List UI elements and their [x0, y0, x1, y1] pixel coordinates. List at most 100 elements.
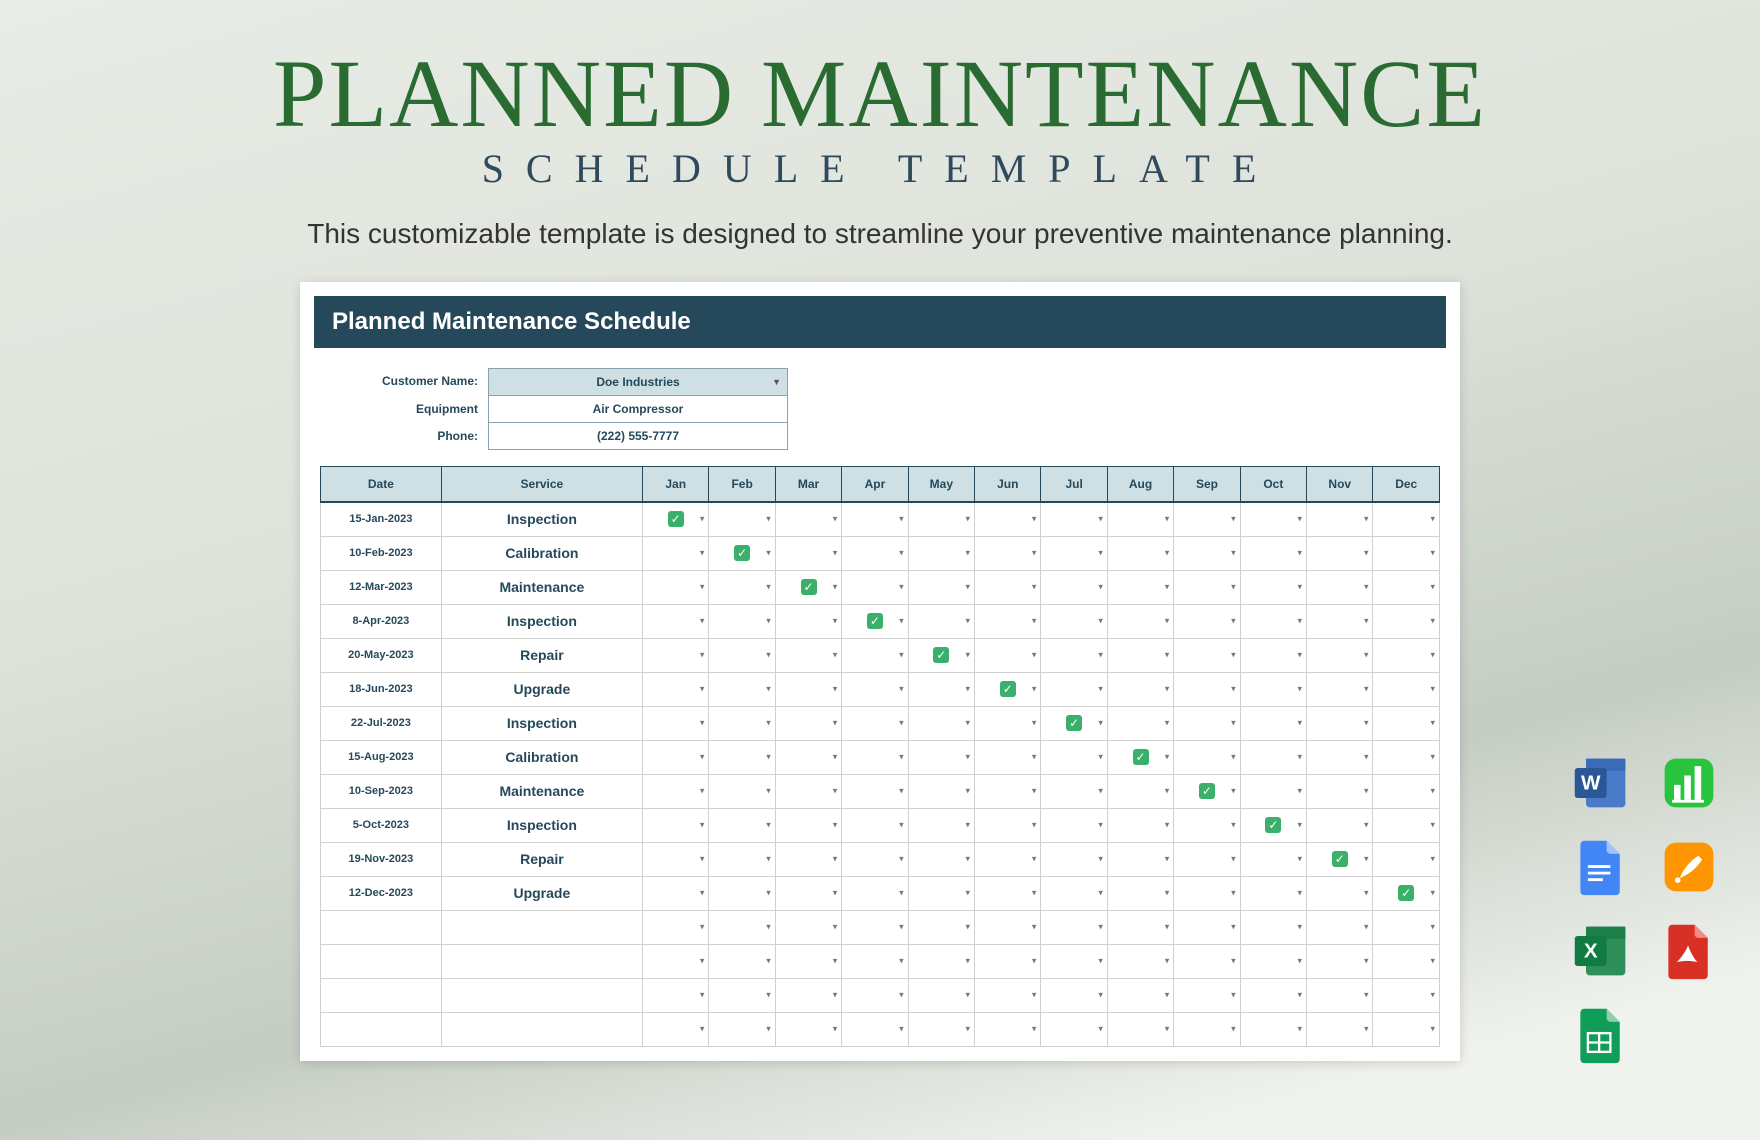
month-cell[interactable]: ▾: [1107, 944, 1173, 978]
month-cell[interactable]: ▾: [975, 774, 1041, 808]
month-cell[interactable]: ▾: [1240, 842, 1306, 876]
month-cell[interactable]: ▾: [1240, 604, 1306, 638]
month-cell[interactable]: ✓▾: [1174, 774, 1240, 808]
month-cell[interactable]: ✓▾: [1373, 876, 1440, 910]
month-cell[interactable]: ▾: [1307, 1012, 1373, 1046]
month-cell[interactable]: ▾: [1041, 842, 1107, 876]
month-cell[interactable]: ▾: [1174, 706, 1240, 740]
month-cell[interactable]: ▾: [775, 1012, 841, 1046]
month-cell[interactable]: ▾: [709, 502, 775, 536]
month-cell[interactable]: ▾: [1174, 910, 1240, 944]
month-cell[interactable]: ▾: [842, 502, 908, 536]
month-cell[interactable]: ▾: [643, 604, 709, 638]
month-cell[interactable]: ▾: [975, 978, 1041, 1012]
month-cell[interactable]: ▾: [1174, 604, 1240, 638]
month-cell[interactable]: ▾: [1174, 570, 1240, 604]
month-cell[interactable]: ▾: [775, 978, 841, 1012]
month-cell[interactable]: ▾: [1373, 604, 1440, 638]
month-cell[interactable]: ▾: [1373, 842, 1440, 876]
month-cell[interactable]: ✓▾: [643, 502, 709, 536]
month-cell[interactable]: ▾: [975, 876, 1041, 910]
month-cell[interactable]: ▾: [842, 570, 908, 604]
month-cell[interactable]: ▾: [908, 808, 974, 842]
month-cell[interactable]: ▾: [1373, 910, 1440, 944]
month-cell[interactable]: ▾: [775, 740, 841, 774]
month-cell[interactable]: ▾: [975, 910, 1041, 944]
month-cell[interactable]: ▾: [1041, 570, 1107, 604]
month-cell[interactable]: ▾: [1174, 978, 1240, 1012]
month-cell[interactable]: ▾: [1373, 570, 1440, 604]
month-cell[interactable]: ▾: [1307, 570, 1373, 604]
month-cell[interactable]: ▾: [1240, 536, 1306, 570]
month-cell[interactable]: ▾: [908, 740, 974, 774]
month-cell[interactable]: ▾: [975, 1012, 1041, 1046]
month-cell[interactable]: ▾: [643, 876, 709, 910]
month-cell[interactable]: ▾: [709, 740, 775, 774]
month-cell[interactable]: ▾: [775, 706, 841, 740]
month-cell[interactable]: ▾: [1373, 740, 1440, 774]
month-cell[interactable]: ▾: [709, 944, 775, 978]
gsheets-icon[interactable]: [1568, 1002, 1634, 1068]
month-cell[interactable]: ▾: [643, 1012, 709, 1046]
month-cell[interactable]: ✓▾: [908, 638, 974, 672]
phone-field[interactable]: (222) 555-7777: [488, 423, 788, 450]
month-cell[interactable]: ▾: [975, 604, 1041, 638]
month-cell[interactable]: ▾: [1107, 536, 1173, 570]
month-cell[interactable]: ▾: [842, 536, 908, 570]
month-cell[interactable]: ▾: [709, 774, 775, 808]
gdocs-icon[interactable]: [1568, 834, 1634, 900]
month-cell[interactable]: ▾: [709, 842, 775, 876]
month-cell[interactable]: ▾: [1373, 1012, 1440, 1046]
month-cell[interactable]: ▾: [842, 638, 908, 672]
customer-dropdown[interactable]: Doe Industries ▼: [488, 368, 788, 396]
month-cell[interactable]: ▾: [1174, 502, 1240, 536]
month-cell[interactable]: ▾: [709, 638, 775, 672]
month-cell[interactable]: ▾: [1174, 536, 1240, 570]
month-cell[interactable]: ✓▾: [1240, 808, 1306, 842]
month-cell[interactable]: ▾: [1307, 536, 1373, 570]
month-cell[interactable]: ▾: [775, 604, 841, 638]
month-cell[interactable]: ▾: [975, 638, 1041, 672]
month-cell[interactable]: ▾: [842, 910, 908, 944]
month-cell[interactable]: ▾: [709, 876, 775, 910]
month-cell[interactable]: ▾: [1240, 740, 1306, 774]
month-cell[interactable]: ▾: [842, 978, 908, 1012]
month-cell[interactable]: ✓▾: [975, 672, 1041, 706]
month-cell[interactable]: ▾: [1107, 570, 1173, 604]
month-cell[interactable]: ✓▾: [709, 536, 775, 570]
month-cell[interactable]: ▾: [643, 706, 709, 740]
month-cell[interactable]: ▾: [1041, 604, 1107, 638]
month-cell[interactable]: ▾: [1041, 740, 1107, 774]
month-cell[interactable]: ▾: [1307, 706, 1373, 740]
month-cell[interactable]: ▾: [908, 536, 974, 570]
month-cell[interactable]: ▾: [1307, 740, 1373, 774]
month-cell[interactable]: ▾: [1107, 706, 1173, 740]
month-cell[interactable]: ▾: [975, 570, 1041, 604]
month-cell[interactable]: ▾: [1240, 910, 1306, 944]
month-cell[interactable]: ▾: [908, 978, 974, 1012]
month-cell[interactable]: ▾: [643, 944, 709, 978]
month-cell[interactable]: ▾: [1041, 536, 1107, 570]
month-cell[interactable]: ▾: [1041, 672, 1107, 706]
month-cell[interactable]: ▾: [1373, 978, 1440, 1012]
month-cell[interactable]: ▾: [775, 944, 841, 978]
month-cell[interactable]: ▾: [1107, 604, 1173, 638]
month-cell[interactable]: ▾: [709, 672, 775, 706]
month-cell[interactable]: ✓▾: [1107, 740, 1173, 774]
month-cell[interactable]: ▾: [1041, 910, 1107, 944]
month-cell[interactable]: ▾: [1107, 1012, 1173, 1046]
month-cell[interactable]: ▾: [842, 1012, 908, 1046]
month-cell[interactable]: ▾: [1107, 638, 1173, 672]
month-cell[interactable]: ▾: [1373, 536, 1440, 570]
month-cell[interactable]: ▾: [709, 706, 775, 740]
month-cell[interactable]: ▾: [1240, 774, 1306, 808]
month-cell[interactable]: ▾: [775, 638, 841, 672]
month-cell[interactable]: ✓▾: [842, 604, 908, 638]
month-cell[interactable]: ▾: [1107, 876, 1173, 910]
month-cell[interactable]: ▾: [775, 774, 841, 808]
month-cell[interactable]: ▾: [709, 978, 775, 1012]
month-cell[interactable]: ▾: [1107, 842, 1173, 876]
month-cell[interactable]: ▾: [842, 774, 908, 808]
month-cell[interactable]: ▾: [1041, 1012, 1107, 1046]
month-cell[interactable]: ▾: [643, 672, 709, 706]
